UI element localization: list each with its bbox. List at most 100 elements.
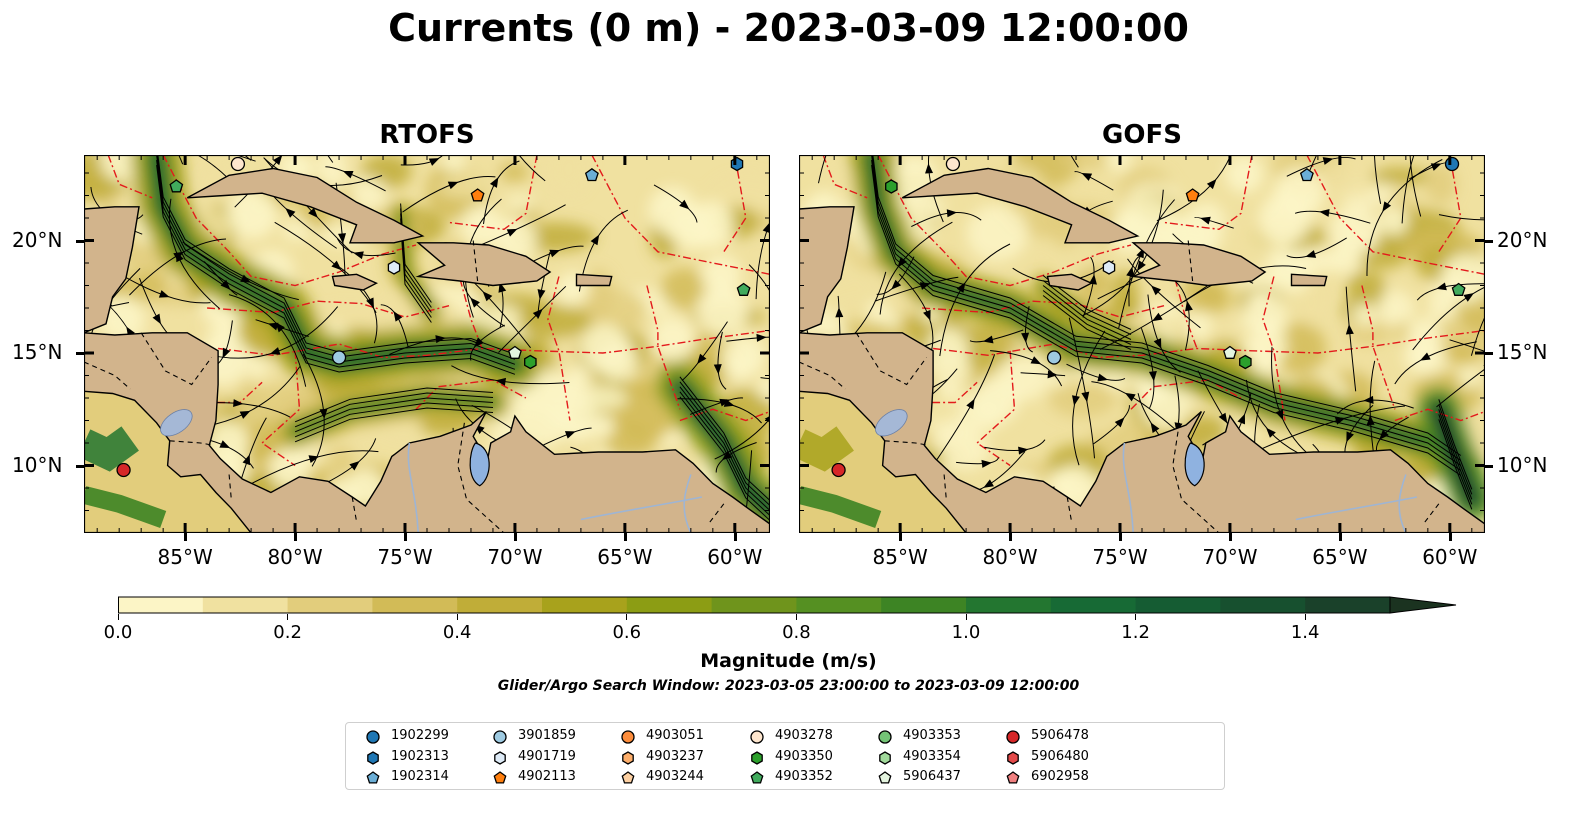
hexagon-marker-icon	[622, 751, 634, 765]
legend-marker	[1006, 730, 1020, 744]
x-tick-mark	[1448, 533, 1452, 541]
colorbar-tick-mark	[1304, 614, 1306, 620]
legend-marker	[493, 771, 507, 784]
colorbar-segment	[966, 597, 1052, 613]
panel-title-rtofs: RTOFS	[379, 120, 475, 150]
y-tick-label: 20°N	[1497, 227, 1548, 252]
platform-5906437	[1223, 345, 1237, 359]
legend-label: 3901859	[518, 728, 576, 743]
legend-label: 4903244	[646, 769, 704, 784]
y-tick-mark	[1485, 464, 1493, 468]
x-tick-mark	[899, 533, 903, 541]
pentagon-marker-icon	[1006, 771, 1020, 784]
colorbar-segment	[287, 597, 373, 613]
legend-marker	[750, 771, 764, 784]
legend-label: 4903051	[646, 728, 704, 743]
x-tick-mark	[1009, 533, 1013, 541]
colorbar-tick-label: 0.8	[782, 622, 811, 643]
landmass-puertorico	[575, 273, 613, 287]
landmass-hispaniola	[415, 242, 552, 287]
legend-marker	[751, 751, 763, 765]
legend-label: 1902313	[391, 749, 449, 764]
pentagon-marker-icon	[878, 771, 892, 784]
legend-marker	[494, 751, 506, 765]
legend-marker	[621, 730, 635, 744]
platform-5906437	[508, 345, 522, 359]
hexagon-marker-icon	[367, 751, 379, 765]
pentagon-marker-icon	[366, 771, 380, 784]
y-tick-label: 10°N	[12, 452, 63, 477]
x-tick-mark	[1338, 533, 1342, 541]
colorbar	[118, 596, 1457, 614]
platform-5906478	[116, 462, 131, 478]
country-borders	[799, 240, 1440, 533]
lake-nicaragua	[160, 409, 193, 437]
platform-4903350	[524, 354, 537, 370]
legend-label: 4902113	[518, 769, 576, 784]
colorbar-tick-label: 0.6	[612, 622, 642, 643]
colorbar-segment	[542, 597, 628, 613]
legend-label: 1902314	[391, 769, 449, 784]
colorbar-segment	[626, 597, 713, 613]
platform-4903278	[945, 156, 961, 172]
x-tick-mark	[733, 533, 737, 541]
legend-label: 4901719	[518, 749, 576, 764]
legend-label: 4903352	[775, 769, 833, 784]
x-tick-label: 70°W	[487, 545, 543, 569]
y-tick-mark	[76, 464, 84, 468]
colorbar-tick-mark	[795, 614, 797, 620]
legend-label: 5906437	[903, 769, 961, 784]
circle-marker-icon	[621, 730, 635, 744]
x-tick-label: 65°W	[597, 545, 653, 569]
pentagon-marker-icon	[621, 771, 635, 784]
legend-marker	[1007, 751, 1019, 765]
legend-marker	[622, 751, 634, 765]
platform-4903278	[230, 156, 246, 172]
colorbar-segment	[118, 597, 204, 613]
legend-label: 4903237	[646, 749, 704, 764]
platform-4903352	[169, 179, 184, 193]
colorbar-tick-label: 0.2	[273, 622, 302, 643]
x-tick-mark	[184, 533, 188, 541]
land-masses	[799, 167, 1485, 533]
colorbar-tick-mark	[965, 614, 967, 620]
legend-label: 4903278	[775, 728, 833, 743]
colorbar-segment	[711, 597, 797, 613]
y-tick-label: 10°N	[1497, 452, 1548, 477]
circle-marker-icon	[366, 730, 380, 744]
platform-4903352	[736, 282, 751, 296]
land-masses	[84, 167, 770, 533]
legend-label: 5906480	[1031, 749, 1089, 764]
landmass-yucatan	[799, 206, 855, 334]
colorbar-tick-mark	[1135, 614, 1137, 620]
colorbar-segment	[372, 597, 458, 613]
platform-4903350	[885, 179, 898, 194]
colorbar-tick-label: 0.0	[103, 622, 133, 643]
x-tick-mark	[1119, 533, 1122, 541]
platform-5906478	[831, 462, 846, 478]
landmass-hispaniola	[1130, 242, 1267, 287]
y-tick-mark	[1485, 352, 1493, 355]
platform-1902299	[1444, 156, 1460, 172]
platform-4903350	[1239, 354, 1252, 370]
legend-label: 4903350	[775, 749, 833, 764]
x-tick-mark	[513, 533, 517, 541]
colorbar-tick-mark	[287, 614, 289, 620]
x-tick-label: 80°W	[267, 545, 323, 569]
legend-marker	[1006, 771, 1020, 784]
figure-title: Currents (0 m) - 2023-03-09 12:00:00	[388, 6, 1189, 50]
legend-marker	[366, 771, 380, 784]
platform-4902113	[470, 188, 485, 202]
colorbar-segment	[796, 597, 882, 613]
platform-markers	[831, 156, 1466, 478]
legend-label: 6902958	[1031, 769, 1089, 784]
colorbar-extend-arrow	[1389, 596, 1457, 614]
search-window-caption: Glider/Argo Search Window: 2023-03-05 23…	[497, 678, 1080, 694]
y-tick-mark	[76, 352, 84, 355]
pentagon-marker-icon	[750, 771, 764, 784]
platform-3901859	[331, 350, 347, 365]
x-tick-mark	[623, 533, 627, 541]
colorbar-segment	[457, 597, 543, 613]
hexagon-marker-icon	[751, 751, 763, 765]
y-tick-mark	[76, 239, 84, 243]
